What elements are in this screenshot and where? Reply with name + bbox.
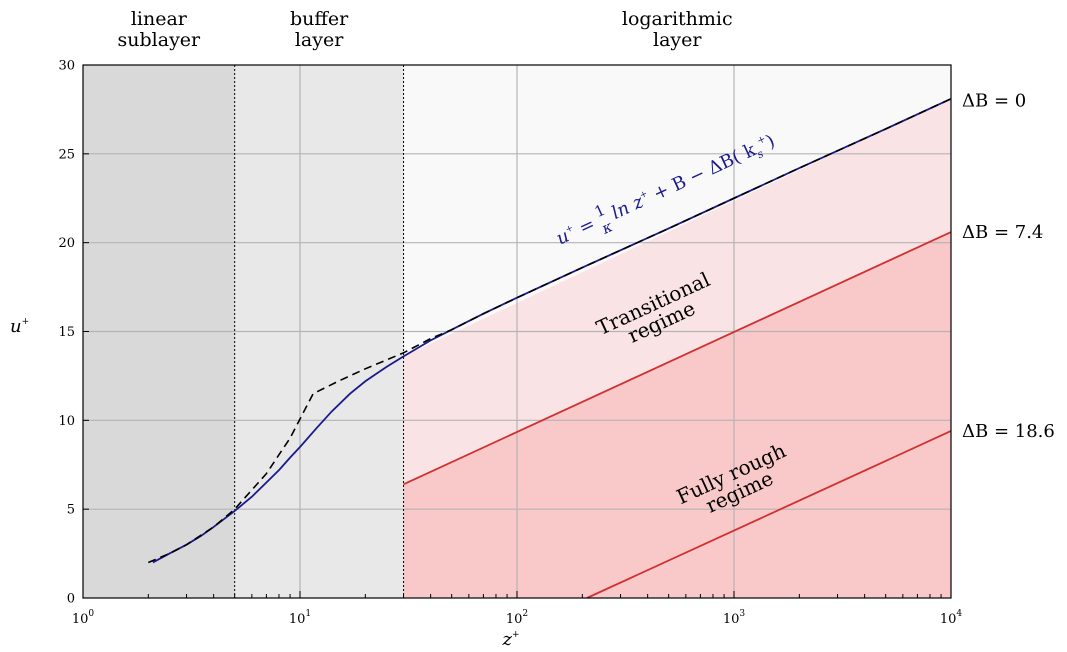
y-tick-label: 0 (67, 592, 75, 607)
delta-b-label: ΔB = 0 (962, 91, 1026, 112)
region-boundaries (234, 65, 405, 598)
regime-fills (403, 98, 952, 599)
regime-fill-transitional (403, 98, 952, 485)
series-lines (148, 97, 952, 599)
region-title: linear sublayer (118, 8, 202, 51)
y-tick-label: 20 (58, 236, 75, 251)
x-tick-label: 100 (72, 609, 95, 627)
x-axis-label: z+ (501, 629, 519, 650)
x-tick-label: 104 (940, 609, 963, 627)
ticks (82, 64, 942, 599)
x-tick-label: 103 (723, 609, 746, 627)
y-tick-label: 25 (58, 147, 75, 162)
x-tick-label: 101 (289, 609, 311, 627)
x-tick-label: 102 (506, 609, 528, 627)
y-axis-label: u+ (10, 316, 29, 337)
series-line (403, 231, 952, 486)
delta-b-label: ΔB = 18.6 (962, 421, 1055, 442)
y-tick-label: 30 (58, 59, 75, 74)
y-tick-label: 10 (58, 414, 75, 429)
y-tick-label: 5 (67, 503, 75, 518)
regime-fill-fully-rough (403, 232, 952, 599)
region-title: buffer layer (290, 8, 349, 51)
dashed-reference-line (148, 98, 952, 564)
series-line (586, 430, 952, 599)
delta-b-label: ΔB = 7.4 (962, 222, 1043, 243)
region-title: logarithmic layer (622, 8, 733, 51)
y-tick-label: 15 (58, 325, 75, 340)
